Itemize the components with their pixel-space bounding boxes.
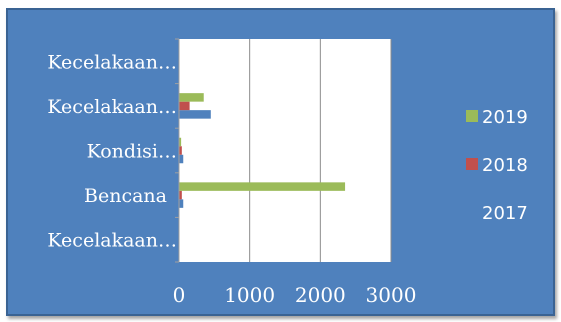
category-label: Kecelakaan… [47, 230, 177, 252]
bar-2017 [179, 199, 184, 208]
x-tick-label: 2000 [295, 283, 346, 307]
legend-swatch-2019 [466, 110, 478, 122]
legend-label-2019: 2019 [482, 107, 528, 128]
category-label: Kondisi… [87, 141, 177, 163]
gridlines [249, 39, 392, 262]
category-ticks [175, 38, 179, 263]
bar-2018 [179, 101, 190, 111]
bar-2018 [179, 190, 182, 200]
legend-swatch-2018 [466, 158, 478, 170]
category-label: Bencana [84, 185, 167, 207]
x-tick-label: 3000 [366, 283, 417, 307]
x-tick-label: 0 [173, 283, 186, 307]
legend-swatch-2017 [466, 206, 478, 218]
legend-label-2018: 2018 [482, 155, 528, 176]
category-label: Kecelakaan… [47, 96, 177, 118]
bar-2019 [179, 137, 182, 147]
bar-2019 [179, 182, 346, 191]
bar-group [179, 93, 346, 208]
bar-2018 [179, 146, 182, 155]
bar-2017 [179, 110, 211, 119]
legend: 2019 2018 2017 [466, 107, 528, 224]
category-label: Kecelakaan… [47, 51, 177, 73]
bar-2017 [179, 154, 184, 164]
plot-area [179, 39, 391, 262]
bar-2019 [179, 93, 204, 102]
x-tick-label: 1000 [224, 283, 275, 307]
category-labels: Kecelakaan… Kecelakaan… Kondisi… Bencana… [47, 51, 177, 251]
legend-label-2017: 2017 [482, 203, 528, 224]
x-tick-labels: 0 1000 2000 3000 [173, 283, 417, 307]
